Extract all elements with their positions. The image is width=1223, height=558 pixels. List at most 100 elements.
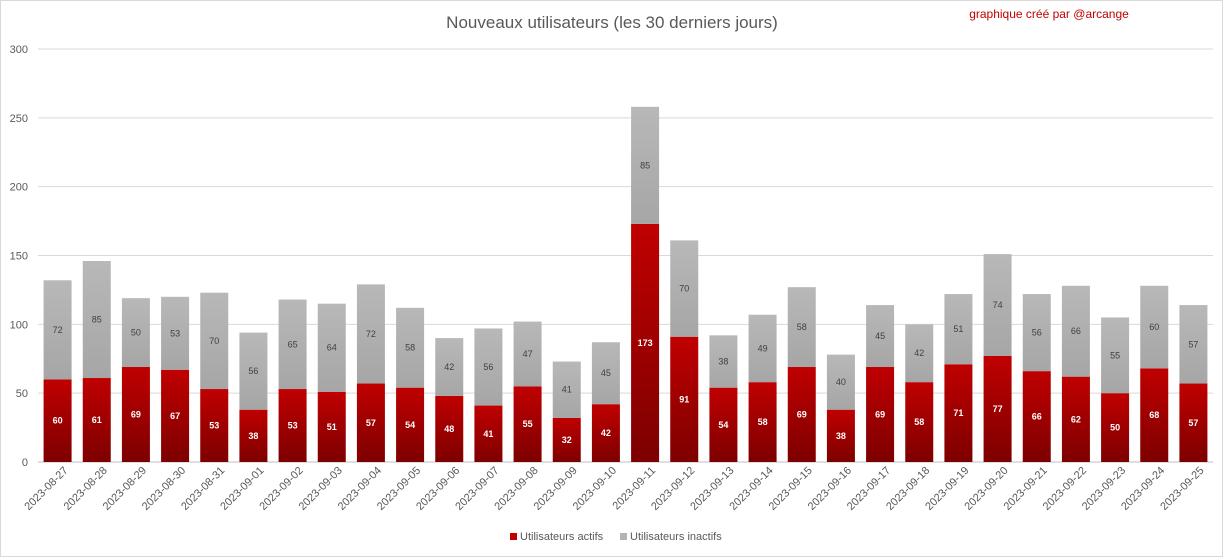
legend: Utilisateurs actifs Utilisateurs inactif… (510, 531, 722, 543)
bar-inactifs (709, 335, 738, 388)
bar-inactifs (43, 280, 72, 380)
gridlines (38, 48, 1213, 463)
bar-actifs (396, 387, 425, 462)
y-tick-label: 150 (10, 251, 28, 263)
bar-actifs (356, 383, 385, 462)
y-tick-label: 200 (10, 182, 28, 194)
bar-actifs (983, 355, 1012, 462)
data-label-inactifs: 85 (640, 160, 650, 170)
data-label-inactifs: 50 (131, 328, 141, 338)
bar-inactifs (82, 261, 111, 379)
y-tick-label: 50 (16, 388, 28, 400)
data-label-actifs: 32 (562, 435, 572, 445)
data-label-actifs: 50 (1110, 423, 1120, 433)
bar-inactifs (1179, 305, 1208, 384)
data-label-actifs: 61 (92, 415, 102, 425)
legend-label-inactifs: Utilisateurs inactifs (630, 531, 722, 543)
bar-actifs (278, 389, 307, 462)
data-label-actifs: 91 (679, 394, 689, 404)
data-label-inactifs: 66 (1071, 326, 1081, 336)
data-label-actifs: 71 (953, 408, 963, 418)
data-label-inactifs: 64 (327, 343, 337, 353)
data-label-actifs: 77 (993, 404, 1003, 414)
bar-inactifs (317, 303, 346, 392)
bar-inactifs (161, 296, 190, 370)
bar-actifs (1022, 371, 1051, 462)
data-label-inactifs: 45 (601, 368, 611, 378)
bar-actifs (826, 409, 855, 462)
data-label-actifs: 58 (914, 417, 924, 427)
data-label-inactifs: 53 (170, 328, 180, 338)
data-label-inactifs: 51 (953, 324, 963, 334)
data-label-inactifs: 47 (523, 349, 533, 359)
data-label-inactifs: 56 (1032, 328, 1042, 338)
data-label-inactifs: 60 (1149, 322, 1159, 332)
bar-inactifs (474, 328, 503, 406)
data-label-inactifs: 55 (1110, 350, 1120, 360)
bar-actifs (944, 364, 973, 462)
data-label-actifs: 69 (131, 410, 141, 420)
data-label-inactifs: 65 (288, 339, 298, 349)
bar-inactifs (1101, 317, 1130, 394)
data-label-inactifs: 45 (875, 331, 885, 341)
data-label-actifs: 38 (836, 431, 846, 441)
bar-actifs (1179, 383, 1208, 462)
bar-inactifs (552, 361, 581, 418)
data-label-actifs: 54 (405, 420, 415, 430)
bar-actifs (591, 404, 620, 462)
data-label-inactifs: 74 (993, 300, 1003, 310)
data-label-inactifs: 56 (248, 366, 258, 376)
data-label-actifs: 68 (1149, 410, 1159, 420)
bar-inactifs (983, 254, 1012, 356)
bar-actifs (709, 387, 738, 462)
bar-inactifs (591, 342, 620, 405)
bar-actifs (513, 386, 542, 462)
data-label-actifs: 42 (601, 428, 611, 438)
bar-actifs (239, 409, 268, 462)
bar-inactifs (121, 298, 150, 368)
bar-inactifs (944, 294, 973, 365)
data-label-inactifs: 70 (209, 336, 219, 346)
data-label-actifs: 57 (1188, 418, 1198, 428)
y-axis-ticks: 0 50 100 150 200 250 300 (10, 44, 28, 469)
bar-actifs (748, 382, 777, 462)
bar-inactifs (396, 307, 425, 388)
bar-actifs (552, 417, 581, 462)
data-label-actifs: 48 (444, 424, 454, 434)
y-tick-label: 250 (10, 113, 28, 125)
data-label-inactifs: 85 (92, 315, 102, 325)
data-label-inactifs: 38 (718, 357, 728, 367)
bar-actifs (161, 369, 190, 462)
bar-inactifs (866, 305, 895, 368)
data-label-inactifs: 58 (797, 322, 807, 332)
bar-actifs (474, 405, 503, 462)
data-label-inactifs: 56 (483, 362, 493, 372)
data-label-actifs: 54 (718, 420, 728, 430)
bar-inactifs (826, 354, 855, 410)
x-axis-ticks: 2023-08-272023-08-282023-08-292023-08-30… (22, 465, 1206, 513)
bar-inactifs (513, 321, 542, 387)
data-label-inactifs: 42 (444, 362, 454, 372)
data-label-actifs: 57 (366, 418, 376, 428)
data-label-inactifs: 49 (758, 343, 768, 353)
bar-inactifs (631, 106, 660, 224)
data-label-actifs: 62 (1071, 414, 1081, 424)
bar-actifs (43, 379, 72, 462)
y-tick-label: 0 (22, 457, 28, 469)
data-label-actifs: 69 (797, 410, 807, 420)
data-label-actifs: 53 (209, 421, 219, 431)
data-label-actifs: 55 (523, 419, 533, 429)
data-label-inactifs: 58 (405, 343, 415, 353)
bar-actifs (1140, 368, 1169, 462)
data-label-actifs: 53 (288, 421, 298, 431)
legend-label-actifs: Utilisateurs actifs (520, 531, 604, 543)
bars: 60 72 61 85 69 50 67 53 53 70 38 56 53 65 51 64 57 72 54 58… (43, 106, 1208, 462)
bar-actifs (670, 336, 699, 462)
bar-actifs (866, 367, 895, 462)
y-tick-label: 300 (10, 44, 28, 56)
bar-actifs (1101, 393, 1130, 462)
bar-actifs (435, 395, 464, 462)
bar-inactifs (1140, 285, 1169, 369)
bar-inactifs (787, 287, 816, 368)
bar-actifs (200, 389, 229, 462)
